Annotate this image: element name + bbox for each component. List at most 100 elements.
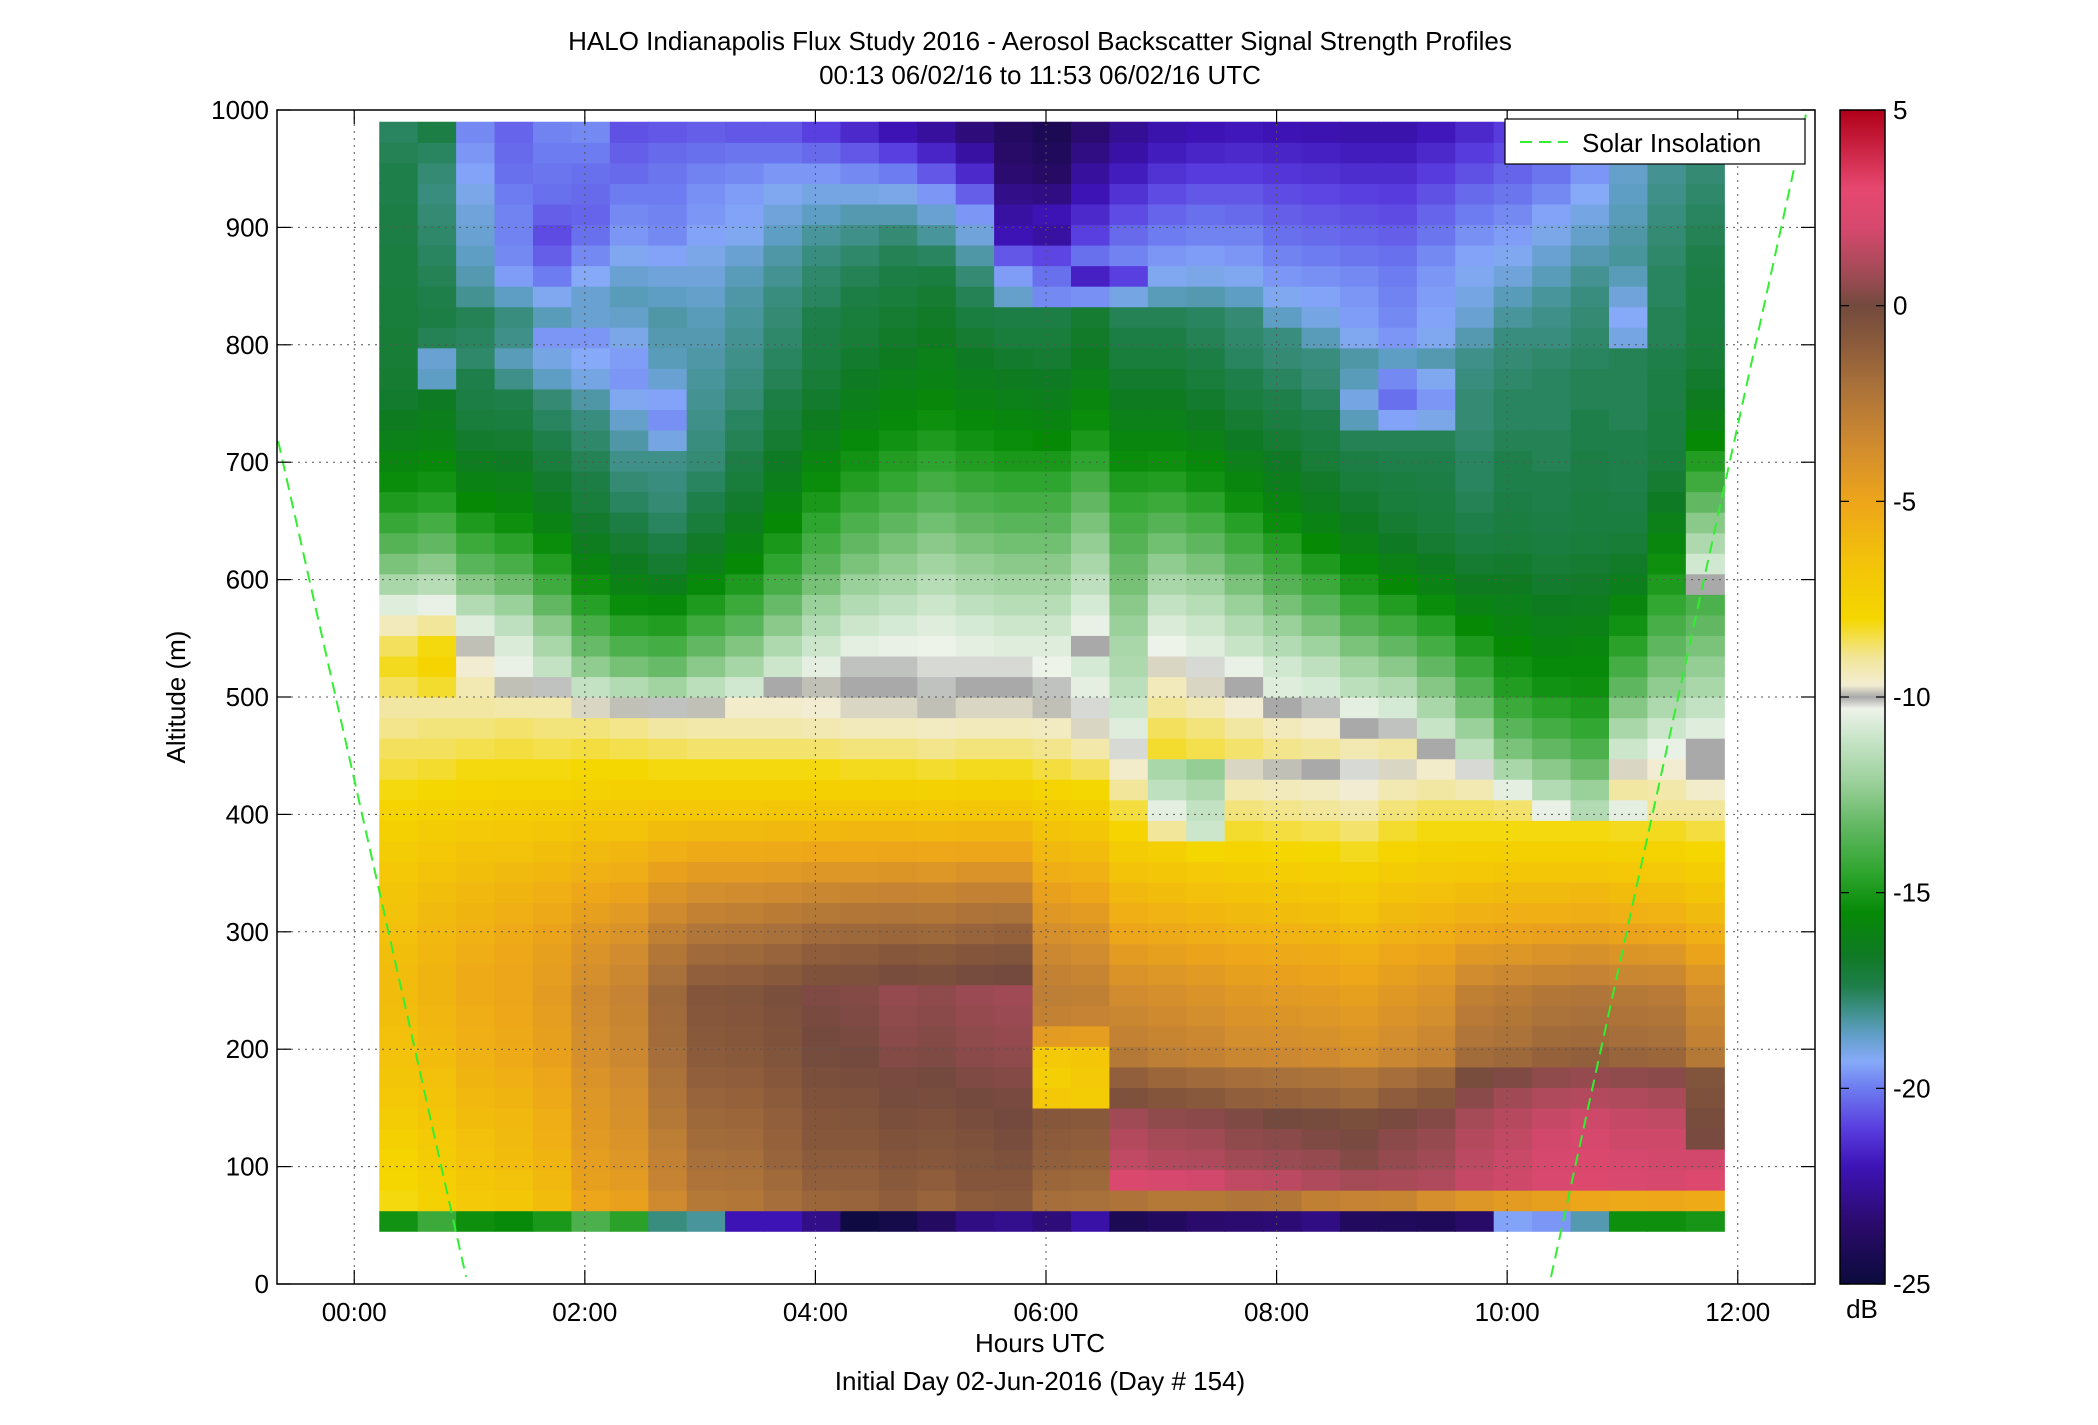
heatmap-cell [1570,738,1610,760]
heatmap-cell [1339,245,1380,267]
heatmap-cell [1109,799,1149,821]
heatmap-cell [1532,306,1572,328]
heatmap-cell [1685,1025,1725,1047]
heatmap-cell [417,1128,457,1150]
heatmap-cell [1608,923,1649,945]
heatmap-cell [686,142,726,164]
heatmap-cell [917,1025,957,1047]
heatmap-cell [532,861,573,883]
heatmap-cell [878,347,918,369]
heatmap-cell [725,142,765,164]
heatmap-cell [1532,779,1572,801]
heatmap-cell [1032,1190,1072,1212]
heatmap-cell [1301,779,1341,801]
heatmap-cell [725,881,765,904]
heatmap-cell [725,553,765,575]
heatmap-cell [686,1128,726,1150]
heatmap-cell [840,840,880,862]
heatmap-cell [840,265,880,287]
heatmap-cell [917,1210,957,1232]
heatmap-cell [1570,306,1610,328]
heatmap-cell [1647,491,1687,513]
heatmap-cell [1608,1190,1649,1212]
heatmap-cell [1647,676,1687,698]
heatmap-cell [801,512,842,534]
heatmap-cell [917,429,957,452]
heatmap-cell [571,1148,611,1171]
heatmap-cell [1570,347,1610,369]
heatmap-cell [1186,1107,1226,1130]
heatmap-cell [725,1087,765,1109]
heatmap-cell [1455,1169,1495,1191]
heatmap-cell [1032,429,1072,452]
heatmap-cell [417,614,457,636]
heatmap-cell [725,840,765,862]
heatmap-cell [1608,820,1649,842]
heatmap-cell [1263,1025,1303,1047]
heatmap-cell [1378,820,1418,842]
heatmap-cell [1186,779,1226,801]
heatmap-cell [417,1107,457,1130]
heatmap-cell [1224,1005,1264,1027]
heatmap-cell [1685,471,1725,493]
heatmap-cell [686,1005,726,1027]
heatmap-cell [1570,1169,1610,1191]
heatmap-cell [456,512,496,534]
heatmap-cell [1532,861,1572,883]
heatmap-cell [1416,984,1456,1006]
heatmap-cell [1070,758,1111,780]
heatmap-cell [1263,1005,1303,1027]
heatmap-cell [955,614,995,636]
heatmap-cell [1147,840,1187,862]
heatmap-cell [994,286,1034,308]
heatmap-cell [494,1210,534,1232]
heatmap-cell [456,203,496,226]
heatmap-cell [1416,450,1456,472]
heatmap-cell [1532,697,1572,719]
heatmap-cell [955,327,995,349]
heatmap-cell [801,573,842,595]
heatmap-cell [532,1046,573,1068]
heatmap-cell [1224,614,1264,636]
heatmap-cell [1647,1169,1687,1191]
heatmap-cell [725,245,765,267]
heatmap-cell [1685,1128,1725,1150]
heatmap-cell [1685,368,1725,390]
heatmap-cell [456,162,496,184]
heatmap-cell [1186,306,1226,328]
heatmap-cell [1147,162,1187,184]
heatmap-cell [1493,881,1533,904]
heatmap-cell [532,327,573,349]
heatmap-cell [1378,245,1418,267]
heatmap-cell [1109,738,1149,760]
heatmap-cell [494,964,534,986]
heatmap-cell [456,306,496,328]
heatmap-cell [1532,368,1572,390]
heatmap-cell [1263,409,1303,431]
heatmap-cell [1416,717,1456,739]
heatmap-cell [840,861,880,883]
heatmap-cell [801,1148,842,1171]
heatmap-cell [878,1046,918,1068]
heatmap-cell [1416,861,1456,883]
heatmap-cell [1685,594,1725,616]
heatmap-cell [648,1066,688,1088]
heatmap-cell [878,861,918,883]
heatmap-cell [840,758,880,780]
heatmap-cell [1224,923,1264,945]
heatmap-cell [1339,142,1380,164]
heatmap-cell [1224,183,1264,205]
heatmap-cell [1570,471,1610,493]
heatmap-cell [725,820,765,842]
heatmap-cell [878,491,918,513]
heatmap-cell [1685,286,1725,308]
heatmap-cell [725,162,765,184]
heatmap-cell [1224,738,1264,760]
heatmap-cell [1685,614,1725,636]
heatmap-cell [1339,388,1380,410]
heatmap-cell [994,799,1034,821]
heatmap-cell [1416,1046,1456,1068]
heatmap-cell [532,409,573,431]
heatmap-cell [878,1148,918,1171]
heatmap-cell [1416,327,1456,349]
